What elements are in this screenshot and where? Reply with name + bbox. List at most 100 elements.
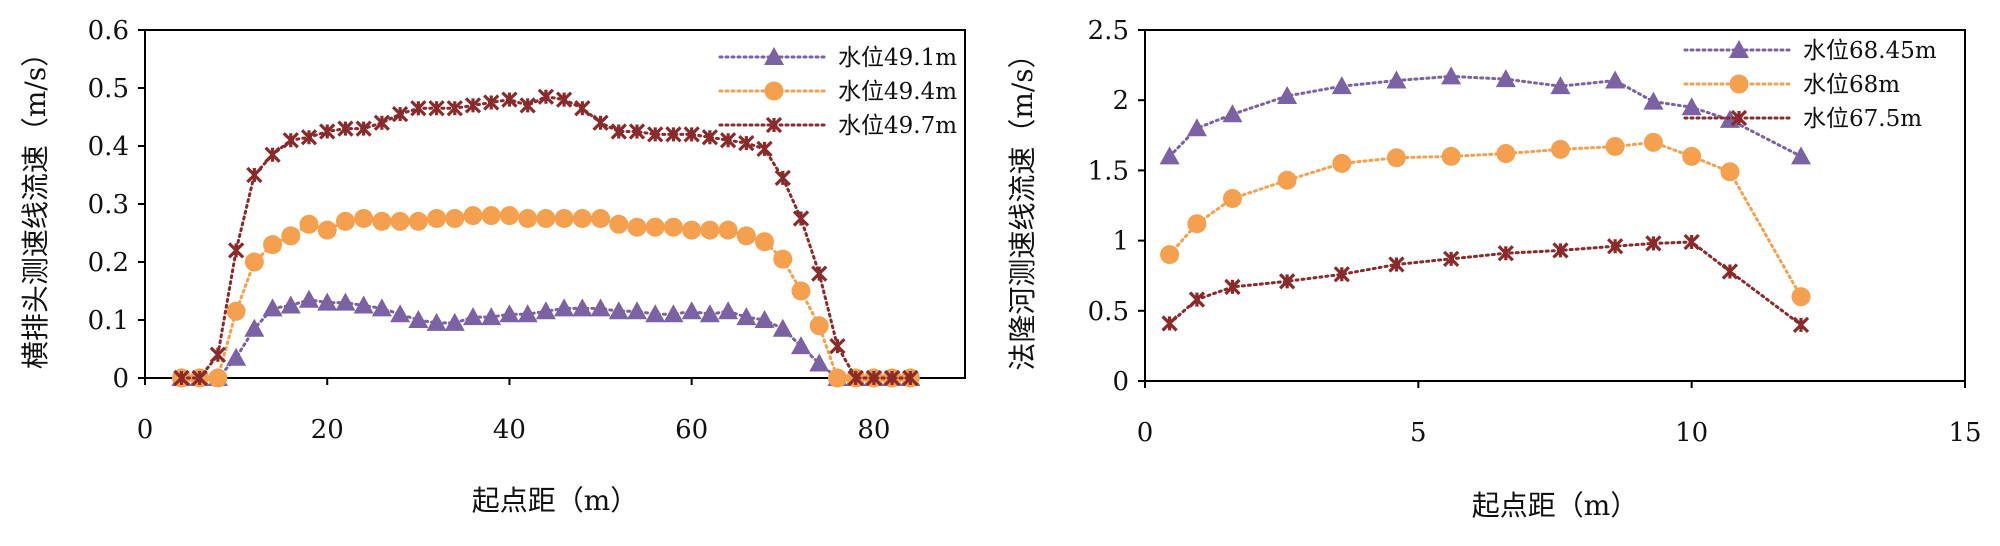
data-point [1720,162,1740,182]
data-point [463,206,483,226]
data-point [1681,97,1702,116]
series-2 [1161,233,1810,333]
legend-marker [1729,74,1749,94]
data-point [499,206,519,226]
data-point [317,220,337,240]
data-point [244,318,265,337]
data-point [773,249,793,269]
legend-marker [764,81,784,101]
data-point [299,214,319,234]
data-point [865,369,883,387]
data-point [1386,148,1406,168]
data-point [208,368,228,388]
y-axis-title: 法隆河测速线流速（m/s） [1006,40,1039,370]
data-point [335,211,355,231]
data-point [191,369,208,387]
y-tick-label: 0.3 [88,190,129,220]
y-tick-label: 1 [1112,227,1129,257]
data-point [445,209,465,228]
data-point [1441,66,1462,85]
data-point [809,353,830,372]
data-point [1643,132,1663,152]
data-point [209,346,227,363]
data-point [1188,291,1206,308]
data-point [263,235,283,255]
data-point [319,123,336,140]
data-point [736,307,757,326]
data-point [517,304,538,323]
data-point [280,295,301,314]
data-point [627,217,647,237]
data-point [1605,137,1625,157]
data-point [390,211,410,231]
data-point [1606,238,1624,255]
data-point [337,120,354,137]
data-point [1645,235,1662,252]
data-point [665,126,682,143]
x-tick-label: 5 [1410,418,1427,448]
data-point [371,298,392,317]
data-point [173,369,190,387]
data-point [555,91,573,108]
data-point [574,100,591,117]
data-point [791,281,811,301]
data-point [1496,144,1516,164]
data-point [792,210,810,227]
data-point [554,298,575,317]
x-tick-label: 40 [493,415,526,445]
legend-marker [1730,109,1748,127]
data-point [353,295,374,314]
data-point [647,126,664,143]
data-point [663,304,684,323]
data-point [282,132,299,149]
y-tick-label: 0 [1112,367,1129,397]
data-point [1224,278,1241,296]
data-point [1277,170,1297,190]
data-point [718,301,739,320]
y-tick-label: 2 [1112,86,1129,116]
data-point [1278,273,1296,290]
x-tick-label: 10 [1675,418,1708,448]
data-point [554,209,574,228]
data-point [681,301,702,320]
data-point [1792,316,1810,333]
x-axis-title: 起点距（m） [1472,489,1639,522]
series-1 [1160,132,1811,307]
y-tick-label: 0.2 [88,248,129,278]
data-point [572,298,593,317]
data-point [1331,76,1352,95]
x-tick-label: 0 [137,415,154,445]
data-point [410,100,427,117]
data-point [1333,266,1350,283]
data-point [499,304,520,323]
x-tick-label: 15 [1948,418,1981,448]
data-point [755,232,775,252]
data-point [264,146,281,163]
data-point [300,129,318,146]
data-point [1550,139,1570,159]
data-point [1222,104,1243,123]
data-point [590,298,611,317]
plot-frame [1144,29,1966,382]
data-point [774,169,791,187]
data-point [355,120,372,137]
chart-left: 0 0.1 0.2 0.3 0.4 0.5 0.6 0 20 40 60 80 起点距（m） 横排头测速线… [19,16,966,517]
data-point [464,97,482,114]
legend-label: 水位68.45m [1803,38,1937,64]
data-point [391,105,409,123]
data-point [1682,146,1702,166]
data-point [444,312,465,331]
data-point [1721,263,1739,280]
x-tick-label: 0 [1137,418,1154,448]
data-point [592,114,609,131]
data-point [610,123,627,140]
data-point [1186,118,1207,137]
x-tick-label: 20 [311,415,344,445]
y-axis-title: 横排头测速线流速（m/s） [19,39,52,369]
data-point [408,211,428,231]
data-point [390,304,411,323]
data-point [246,166,263,184]
data-point [663,217,683,237]
data-point [1386,70,1407,89]
data-point [501,91,518,108]
